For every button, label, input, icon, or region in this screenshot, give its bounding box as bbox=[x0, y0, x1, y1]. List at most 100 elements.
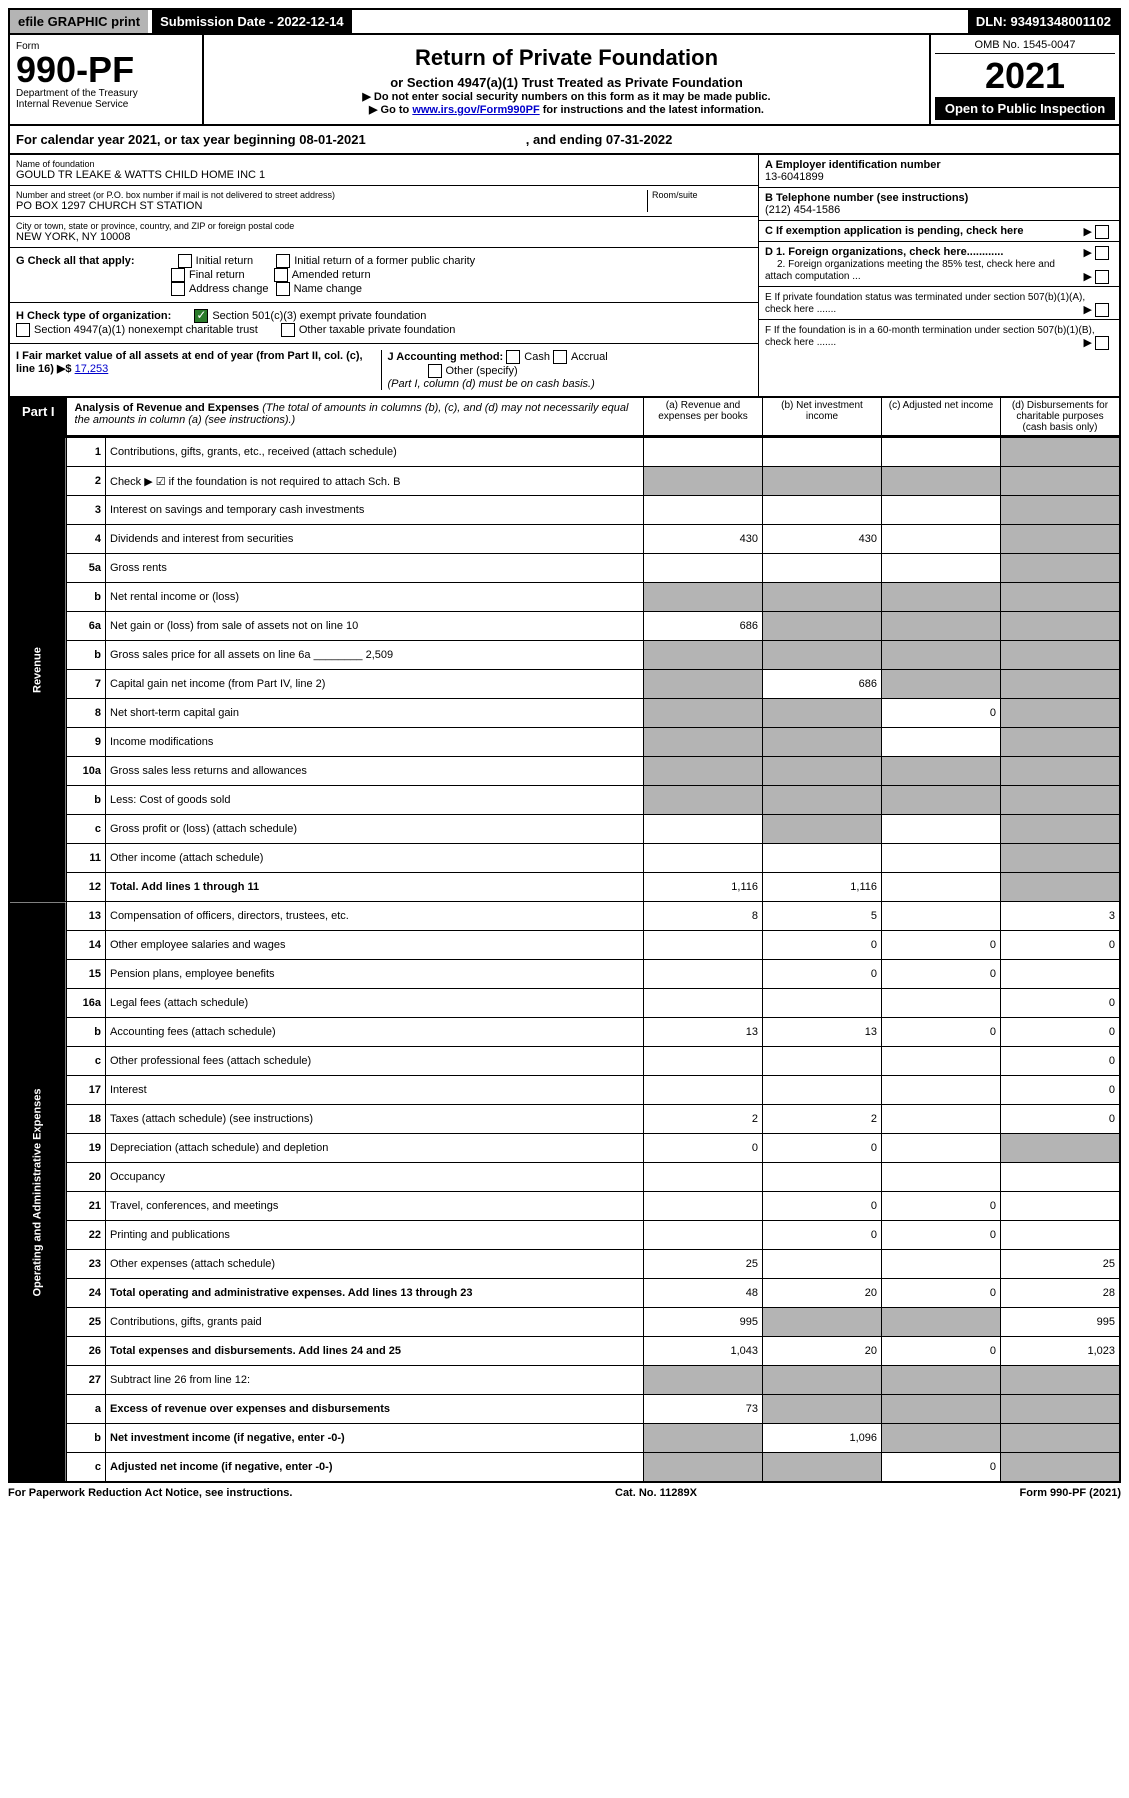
irs-link[interactable]: www.irs.gov/Form990PF bbox=[412, 104, 539, 116]
dept-label: Department of the Treasury bbox=[16, 88, 196, 99]
row-description: Gross sales less returns and allowances bbox=[106, 757, 644, 786]
row-description: Interest on savings and temporary cash i… bbox=[106, 496, 644, 525]
header-right: OMB No. 1545-0047 2021 Open to Public In… bbox=[929, 35, 1119, 124]
cell-d: 0 bbox=[1001, 931, 1121, 960]
address-cell: Number and street (or P.O. box number if… bbox=[10, 186, 758, 217]
checkbox-other-taxable[interactable] bbox=[281, 323, 295, 337]
checkbox-501c3[interactable] bbox=[194, 309, 208, 323]
row-number: 7 bbox=[67, 670, 106, 699]
row-description: Contributions, gifts, grants paid bbox=[106, 1308, 644, 1337]
checkbox-name[interactable] bbox=[276, 282, 290, 296]
checkbox-amended[interactable] bbox=[274, 268, 288, 282]
cell-c bbox=[882, 1163, 1001, 1192]
row-number: 22 bbox=[67, 1221, 106, 1250]
cell-a bbox=[644, 1453, 763, 1483]
row-number: 20 bbox=[67, 1163, 106, 1192]
cell-b bbox=[763, 757, 882, 786]
checkbox-address[interactable] bbox=[171, 282, 185, 296]
cell-b bbox=[763, 1076, 882, 1105]
header-center: Return of Private Foundation or Section … bbox=[204, 35, 929, 124]
cell-d bbox=[1001, 815, 1121, 844]
cell-a bbox=[644, 786, 763, 815]
cell-d bbox=[1001, 496, 1121, 525]
row-number: c bbox=[67, 1453, 106, 1483]
row-number: c bbox=[67, 1047, 106, 1076]
row-number: b bbox=[67, 641, 106, 670]
row-number: 15 bbox=[67, 960, 106, 989]
cell-c bbox=[882, 1134, 1001, 1163]
cell-c bbox=[882, 815, 1001, 844]
checkbox-c[interactable] bbox=[1095, 225, 1109, 239]
checkbox-other-method[interactable] bbox=[428, 364, 442, 378]
checkbox-initial-former[interactable] bbox=[276, 254, 290, 268]
revenue-sidetab: Revenue bbox=[9, 438, 67, 902]
cell-a bbox=[644, 960, 763, 989]
row-description: Less: Cost of goods sold bbox=[106, 786, 644, 815]
row-description: Net gain or (loss) from sale of assets n… bbox=[106, 612, 644, 641]
table-row: bNet rental income or (loss) bbox=[9, 583, 1120, 612]
table-row: 3Interest on savings and temporary cash … bbox=[9, 496, 1120, 525]
cell-a bbox=[644, 1076, 763, 1105]
cell-d bbox=[1001, 1163, 1121, 1192]
cell-d: 25 bbox=[1001, 1250, 1121, 1279]
cell-c: 0 bbox=[882, 1279, 1001, 1308]
checkbox-cash[interactable] bbox=[506, 350, 520, 364]
row-number: 25 bbox=[67, 1308, 106, 1337]
row-number: 16a bbox=[67, 989, 106, 1018]
row-description: Printing and publications bbox=[106, 1221, 644, 1250]
row-number: 27 bbox=[67, 1366, 106, 1395]
row-description: Net rental income or (loss) bbox=[106, 583, 644, 612]
cell-a bbox=[644, 583, 763, 612]
checkbox-4947[interactable] bbox=[16, 323, 30, 337]
checkbox-d2[interactable] bbox=[1095, 270, 1109, 284]
cell-a bbox=[644, 438, 763, 467]
row-number: b bbox=[67, 786, 106, 815]
cell-d: 0 bbox=[1001, 989, 1121, 1018]
cell-a bbox=[644, 496, 763, 525]
row-description: Other professional fees (attach schedule… bbox=[106, 1047, 644, 1076]
table-row: 22Printing and publications00 bbox=[9, 1221, 1120, 1250]
cell-a bbox=[644, 1366, 763, 1395]
cell-a bbox=[644, 728, 763, 757]
checkbox-d1[interactable] bbox=[1095, 246, 1109, 260]
cell-d bbox=[1001, 525, 1121, 554]
cell-c bbox=[882, 902, 1001, 931]
cell-a bbox=[644, 1047, 763, 1076]
row-number: 8 bbox=[67, 699, 106, 728]
row-number: 12 bbox=[67, 873, 106, 902]
row-description: Travel, conferences, and meetings bbox=[106, 1192, 644, 1221]
cell-b bbox=[763, 728, 882, 757]
cell-a: 0 bbox=[644, 1134, 763, 1163]
checkbox-e[interactable] bbox=[1095, 303, 1109, 317]
checkbox-initial[interactable] bbox=[178, 254, 192, 268]
section-h: H Check type of organization: Section 50… bbox=[10, 303, 758, 344]
row-description: Other employee salaries and wages bbox=[106, 931, 644, 960]
cell-c bbox=[882, 757, 1001, 786]
cell-b bbox=[763, 844, 882, 873]
col-b-header: (b) Net investment income bbox=[762, 398, 881, 435]
part-1-title: Analysis of Revenue and Expenses (The to… bbox=[67, 398, 643, 435]
form-number: 990-PF bbox=[16, 52, 196, 88]
cell-a: 430 bbox=[644, 525, 763, 554]
row-number: 1 bbox=[67, 438, 106, 467]
cell-c: 0 bbox=[882, 1221, 1001, 1250]
cell-c bbox=[882, 525, 1001, 554]
row-number: 24 bbox=[67, 1279, 106, 1308]
cell-c: 0 bbox=[882, 1192, 1001, 1221]
row-number: 2 bbox=[67, 467, 106, 496]
row-number: a bbox=[67, 1395, 106, 1424]
phone-value: (212) 454-1586 bbox=[765, 204, 840, 216]
cell-d: 0 bbox=[1001, 1018, 1121, 1047]
cell-c: 0 bbox=[882, 931, 1001, 960]
part-1-tab: Part I bbox=[10, 398, 67, 435]
checkbox-f[interactable] bbox=[1095, 336, 1109, 350]
checkbox-accrual[interactable] bbox=[553, 350, 567, 364]
table-row: 15Pension plans, employee benefits00 bbox=[9, 960, 1120, 989]
table-row: 9Income modifications bbox=[9, 728, 1120, 757]
cell-a bbox=[644, 699, 763, 728]
checkbox-final[interactable] bbox=[171, 268, 185, 282]
table-row: bLess: Cost of goods sold bbox=[9, 786, 1120, 815]
row-number: b bbox=[67, 1018, 106, 1047]
table-row: 23Other expenses (attach schedule)2525 bbox=[9, 1250, 1120, 1279]
cell-d bbox=[1001, 670, 1121, 699]
